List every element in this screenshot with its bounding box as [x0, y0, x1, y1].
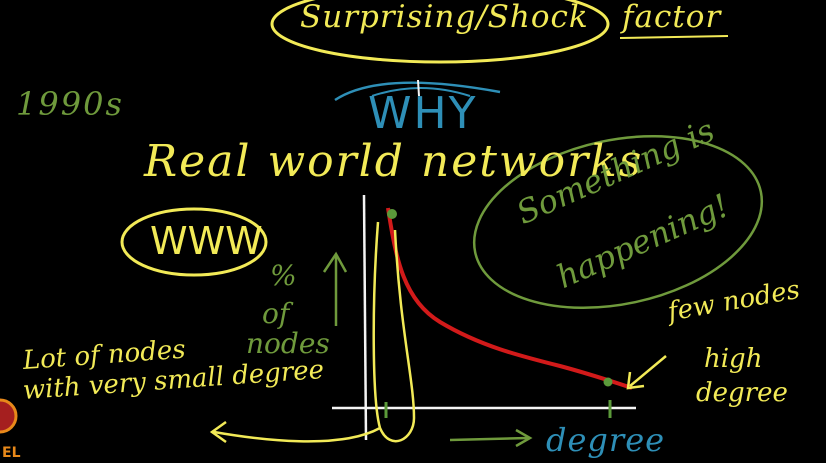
x-arrow-shaft: [449, 436, 529, 442]
ylabel-nodes: nodes: [246, 327, 330, 360]
y-arrow-head: [322, 251, 348, 273]
curve-point-high-degree: [603, 377, 613, 387]
something-ellipse: [472, 134, 764, 310]
title-underline: [619, 35, 729, 39]
title-ellipse: [270, 0, 610, 64]
right-note-arrow: [629, 355, 667, 387]
right-note-line-3: degree: [696, 378, 788, 408]
left-note-arrow: [213, 426, 381, 443]
www-note: WWW: [150, 219, 263, 263]
ylabel-percent: %: [270, 259, 297, 292]
logo-text: EL: [2, 445, 21, 461]
right-note-arrow-head: [626, 371, 645, 390]
logo-emblem: [0, 398, 18, 434]
www-ellipse: [120, 207, 268, 277]
xlabel-degree: degree: [546, 421, 666, 459]
title-surprising-shock: Surprising/Shock: [300, 0, 589, 35]
era-note: 1990s: [16, 85, 124, 123]
curve-point-low-degree: [387, 209, 397, 219]
x-arrow-head: [515, 428, 533, 448]
degree-distribution-curve: [386, 207, 633, 390]
why-tick: [417, 79, 420, 97]
y-axis: [362, 194, 368, 441]
why-note: WHY: [368, 88, 478, 139]
ylabel-of: of: [262, 297, 290, 330]
left-note-arrow-head: [209, 420, 227, 444]
heading-real-world-networks: Real world networks: [144, 136, 644, 187]
right-note-line-2: high: [704, 344, 763, 374]
why-arc: [334, 81, 501, 102]
why-arc-inner: [371, 87, 471, 97]
low-degree-loop: [372, 221, 416, 443]
title-factor: factor: [622, 0, 722, 35]
